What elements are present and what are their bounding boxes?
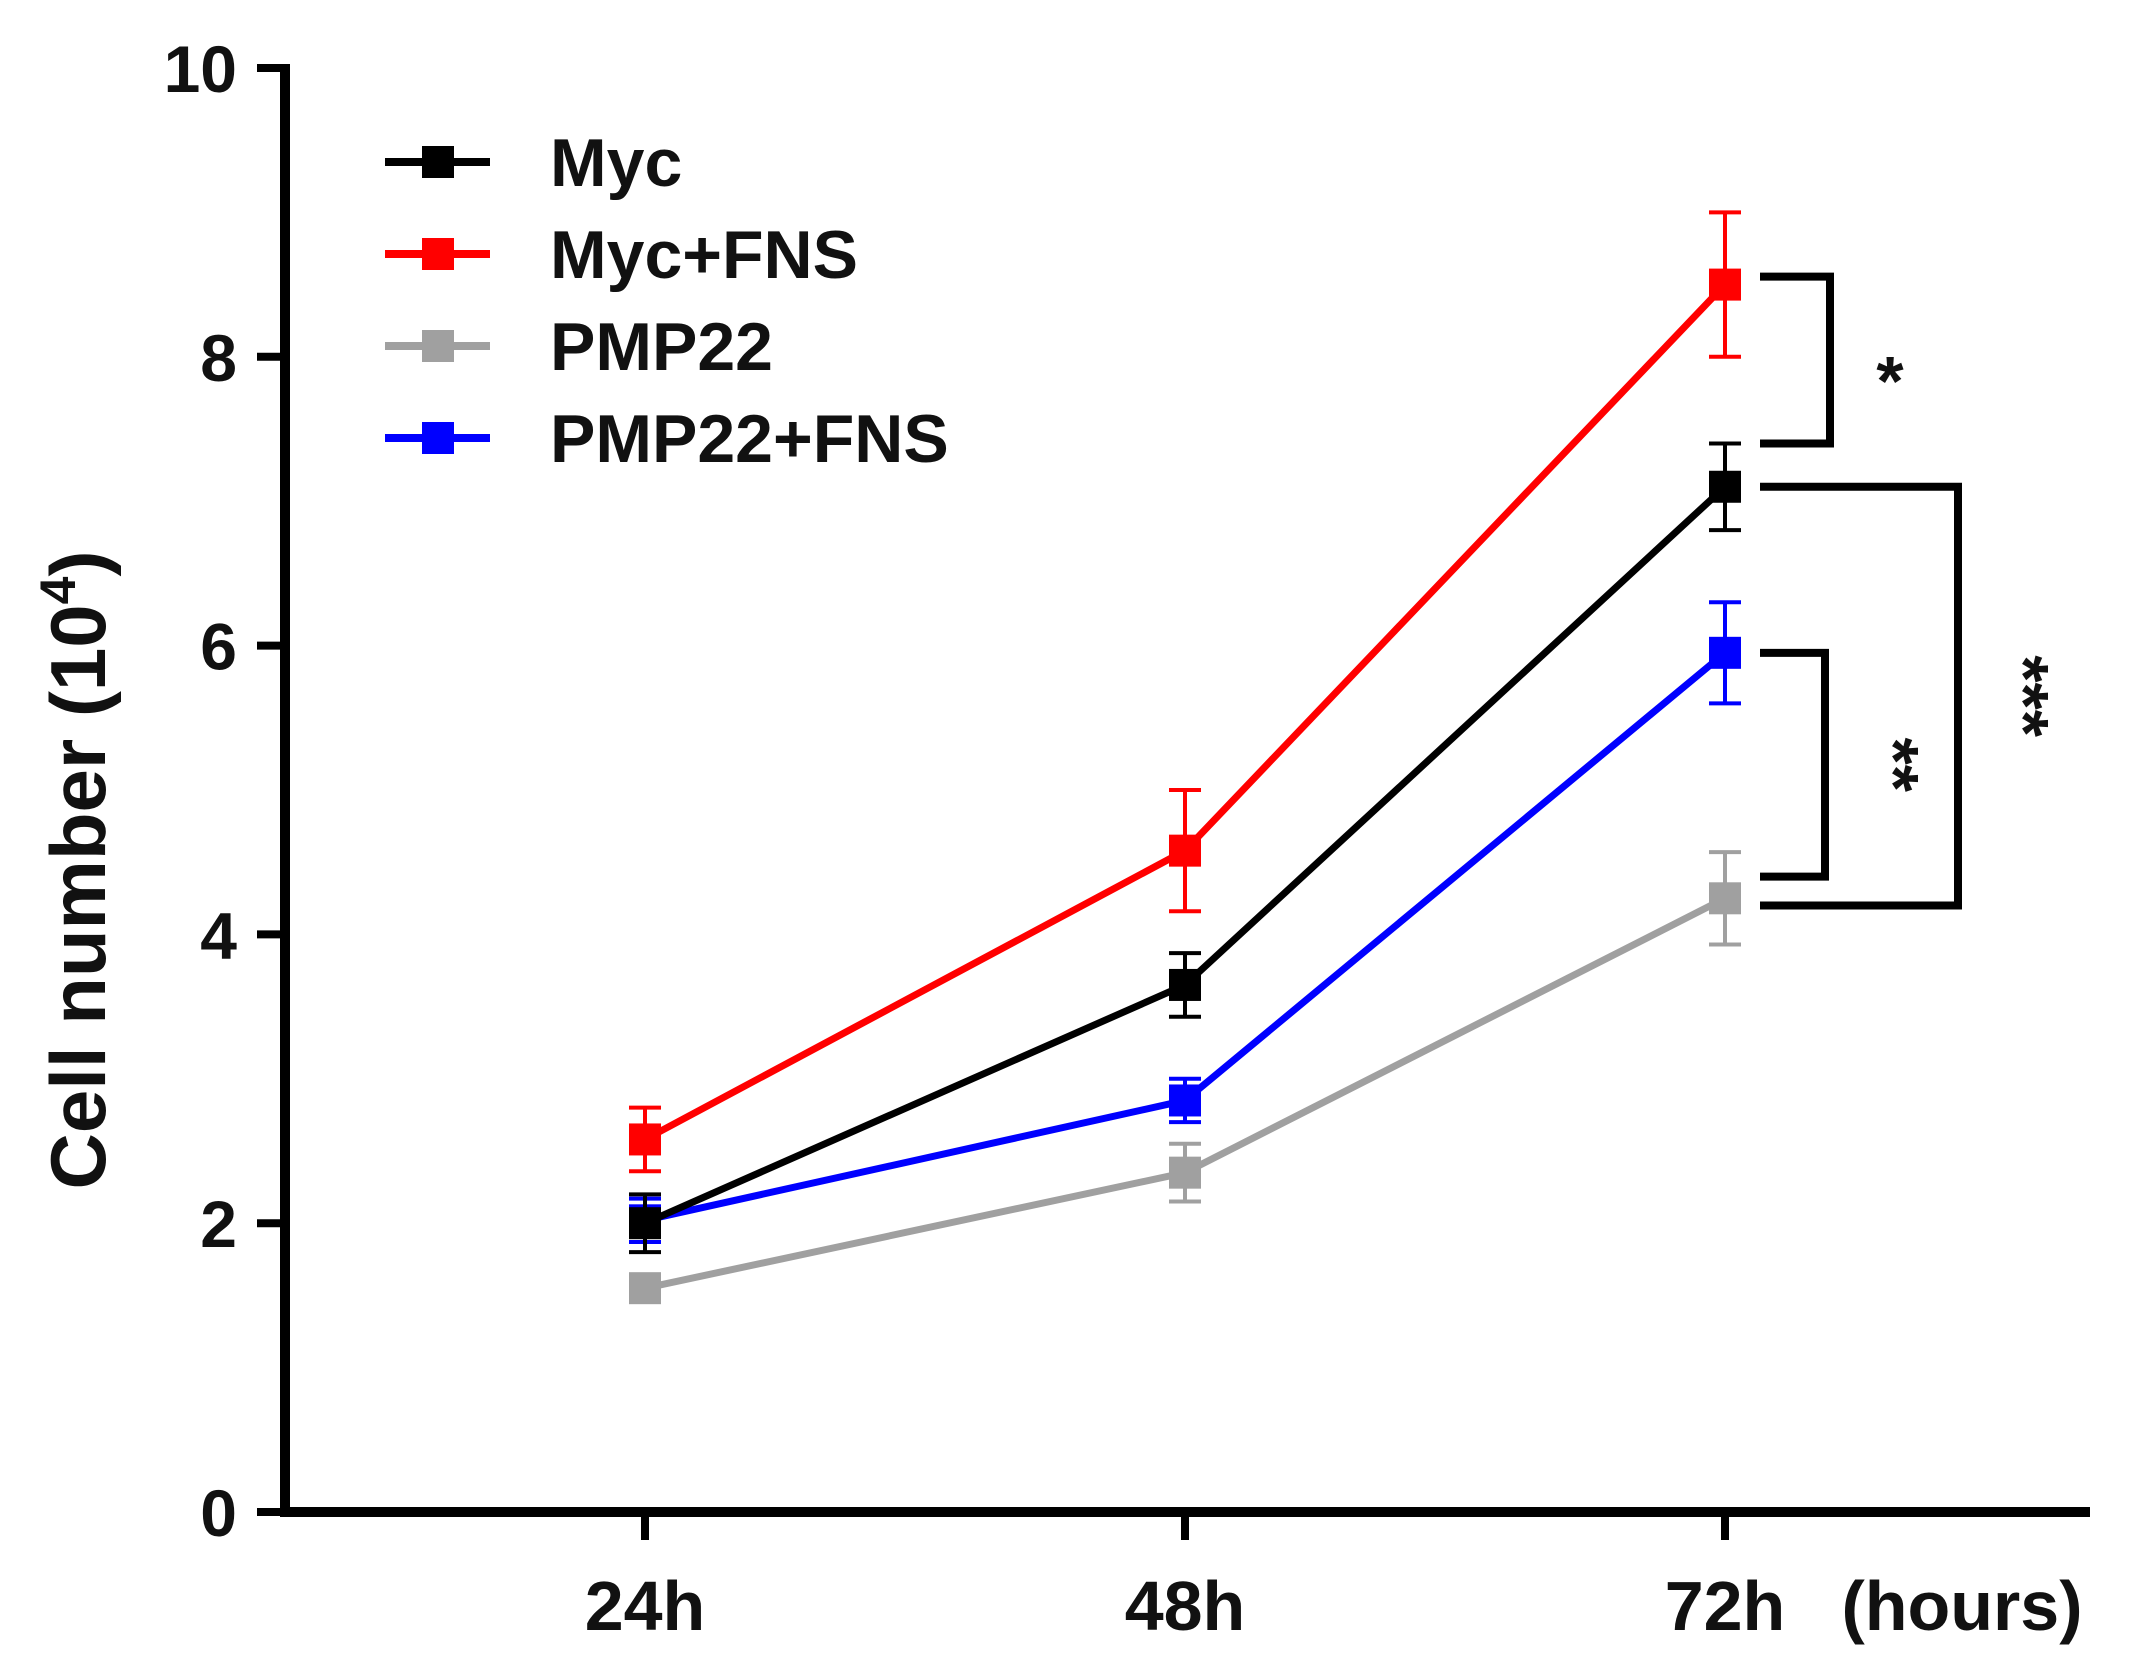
- bracket-line: [1760, 482, 1962, 910]
- series-myc: [629, 441, 1741, 1255]
- data-point: [629, 1272, 661, 1305]
- y-axis-label: Cell number (104): [30, 551, 122, 1190]
- legend-entry: Myc+FNS: [385, 217, 858, 293]
- significance-bracket: *: [1760, 272, 1904, 448]
- data-point: [1169, 1084, 1201, 1117]
- y-tick-label: 0: [200, 1476, 237, 1550]
- x-axis-label: (hours): [1841, 1567, 2082, 1645]
- legend-entry: PMP22+FNS: [385, 401, 949, 477]
- legend-entry: Myc: [385, 125, 682, 201]
- x-tick-label: 72h: [1665, 1567, 1786, 1645]
- legend-label: Myc+FNS: [550, 217, 858, 293]
- data-point: [1709, 882, 1741, 915]
- y-tick-label: 4: [200, 898, 237, 972]
- y-tick-label: 8: [200, 321, 237, 395]
- bracket-line: [1760, 272, 1834, 448]
- x-tick-label: 24h: [585, 1567, 706, 1645]
- y-tick-label: 10: [164, 32, 237, 106]
- significance-label: *: [1876, 342, 1904, 420]
- x-tick-label: 48h: [1125, 1567, 1246, 1645]
- legend-label: Myc: [550, 125, 682, 201]
- significance-bracket: ***: [1760, 482, 2063, 910]
- y-axis-label-close: ): [34, 551, 122, 577]
- y-tick-label: 2: [200, 1187, 237, 1261]
- series-pmp22-plus-fns: [629, 600, 1741, 1244]
- y-tick-label: 6: [200, 610, 237, 684]
- data-point: [1169, 968, 1201, 1001]
- data-point: [629, 1123, 661, 1156]
- significance-layer: ******: [1760, 272, 2063, 910]
- legend: Myc Myc+FNS PMP22 PMP22+FNS: [385, 125, 949, 477]
- y-axis-label-superscript: 4: [30, 576, 86, 604]
- data-point: [629, 1207, 661, 1240]
- legend-marker: [422, 238, 454, 270]
- legend-label: PMP22: [550, 309, 773, 385]
- y-ticks: 0 2 4 6 8 10: [164, 32, 285, 1550]
- data-point: [1169, 834, 1201, 867]
- data-point: [1169, 1156, 1201, 1189]
- data-point: [1709, 470, 1741, 503]
- series-myc-plus-fns: [629, 210, 1741, 1174]
- series-line: [644, 650, 1728, 1224]
- significance-label: ***: [1985, 655, 2063, 737]
- series-layer: [629, 210, 1741, 1305]
- significance-label: **: [1855, 737, 1933, 792]
- data-point: [1709, 636, 1741, 669]
- legend-marker: [422, 330, 454, 362]
- series-pmp22: [629, 850, 1741, 1305]
- significance-bracket: **: [1760, 648, 1933, 881]
- bracket-line: [1760, 648, 1829, 881]
- legend-marker: [422, 146, 454, 178]
- legend-label: PMP22+FNS: [550, 401, 949, 477]
- legend-entry: PMP22: [385, 309, 773, 385]
- y-axis-label-text: Cell number (10: [34, 604, 122, 1189]
- data-point: [1709, 268, 1741, 301]
- x-ticks: 24h 48h 72h: [585, 1512, 1786, 1645]
- legend-marker: [422, 422, 454, 454]
